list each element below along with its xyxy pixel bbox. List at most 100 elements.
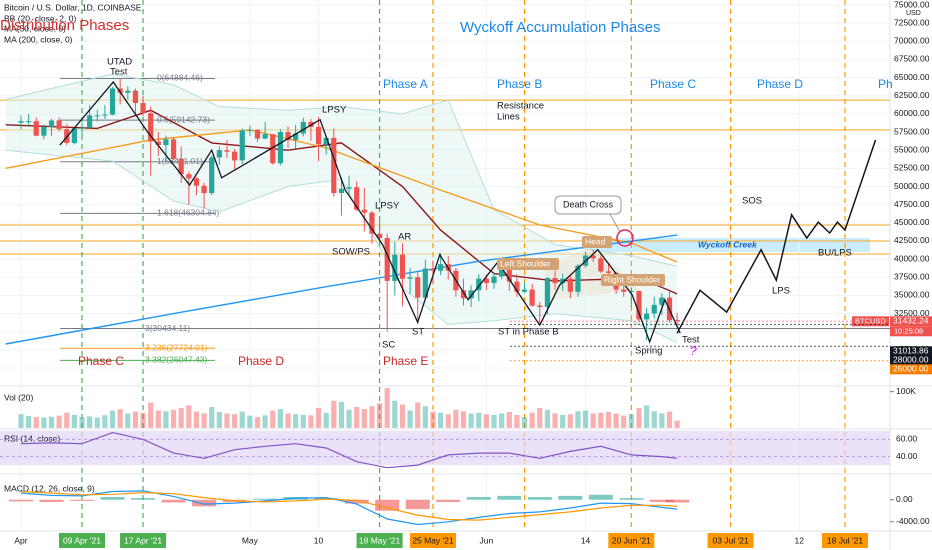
candle-body — [262, 134, 268, 139]
volume-bar — [369, 406, 375, 428]
volume-bar — [582, 410, 589, 428]
volume-bar — [178, 408, 184, 428]
candle-body — [254, 129, 261, 139]
date-tag — [120, 533, 167, 548]
y-tick-label: 42500.00 — [894, 235, 930, 245]
candle-body — [628, 291, 634, 293]
volume-bar — [422, 406, 428, 428]
candle-body — [537, 305, 543, 308]
macd-histogram — [39, 499, 64, 502]
date-tag-label: 09 Apr '21 — [63, 535, 101, 545]
candle-body — [483, 278, 489, 284]
macd-histogram — [466, 497, 491, 500]
volume-bar — [132, 411, 139, 428]
y-tick-label: 57500.00 — [894, 126, 930, 136]
candle-body — [521, 289, 528, 292]
candle-body — [247, 129, 253, 131]
candle-body — [155, 141, 161, 146]
candle-body — [392, 254, 398, 281]
volume-bar — [521, 417, 528, 428]
volume-bar — [18, 414, 24, 428]
y-tick-label: 72500.00 — [894, 17, 930, 27]
volume-bar — [613, 413, 619, 428]
y-tick-label: 37500.00 — [894, 272, 930, 282]
creek-label: Wyckoff Creek — [698, 239, 758, 249]
volume-bar — [651, 411, 657, 428]
price-tag-label: 31432.24 — [893, 316, 929, 326]
price-tag-label: 26000.00 — [893, 364, 929, 374]
date-tag-label: 17 Apr '21 — [124, 535, 162, 545]
callout-pointer — [609, 213, 621, 233]
macd-histogram — [344, 499, 369, 504]
y-tick-label: 45000.00 — [894, 217, 930, 227]
volume-bar — [376, 403, 383, 428]
event-label: ST in Phase B — [498, 327, 559, 338]
phase-label: Phase C — [78, 354, 124, 368]
candle-body — [293, 133, 299, 141]
event-label: AR — [398, 232, 411, 243]
volume-bar — [529, 412, 535, 428]
volume-bar — [140, 412, 146, 428]
volume-bar — [94, 417, 100, 428]
macd-histogram — [100, 497, 125, 500]
phase-label: Phase D — [757, 77, 803, 91]
volume-bar — [636, 408, 642, 428]
candle-body — [315, 126, 322, 145]
candle-body — [399, 254, 406, 279]
volume-bar — [117, 409, 123, 428]
volume-bar — [476, 412, 482, 428]
volume-bar — [605, 412, 612, 428]
candle-body — [102, 114, 108, 116]
candle-body — [323, 137, 329, 145]
candle-body — [87, 115, 93, 128]
symbol-tag — [852, 316, 889, 327]
phase-label: Ph — [878, 77, 893, 91]
candle-body — [468, 290, 474, 299]
question-mark: ? — [690, 344, 697, 358]
volume-bar — [186, 405, 192, 428]
candle-body — [71, 128, 77, 143]
pattern-tag — [582, 236, 612, 248]
candle-body — [209, 157, 215, 194]
candle-body — [239, 130, 245, 161]
volume-bar — [254, 417, 261, 428]
candle-body — [48, 120, 55, 127]
y-tick-label: 60000.00 — [894, 108, 930, 118]
volume-bar — [201, 413, 207, 428]
y-tick-label: 75000.00 — [894, 0, 930, 9]
volume-bar — [483, 414, 489, 428]
date-tag-label: 20 Jun '21 — [612, 535, 651, 545]
candle-body — [186, 174, 192, 179]
volume-bar — [621, 415, 627, 428]
candle-body — [277, 132, 283, 164]
event-label: Test — [110, 67, 128, 78]
volume-bar — [567, 414, 573, 428]
candle-body — [125, 90, 131, 93]
event-label: LPS — [772, 286, 790, 297]
fib-label: 0.5(59142.73) — [157, 114, 210, 124]
legend-text: Bitcoin / U.S. Dollar, 1D, COINBASE — [4, 2, 142, 12]
candle-body — [33, 121, 39, 136]
date-tag — [59, 533, 106, 548]
candle-body — [193, 178, 200, 186]
y-tick-label: 0.00 — [896, 494, 913, 504]
volume-bar — [392, 400, 398, 428]
price-tag — [890, 355, 932, 366]
event-label: Test — [682, 335, 700, 346]
phase-label: Phase C — [650, 77, 696, 91]
event-label: SOW/PS — [332, 247, 370, 258]
candle-body — [422, 268, 428, 298]
legend-text: MA(50, close, 0) — [4, 23, 66, 33]
phase-label: Phase E — [383, 354, 428, 368]
y-tick-label: 60.00 — [896, 434, 918, 444]
volume-bar — [674, 420, 680, 428]
chart-title: Distribution Phases — [0, 17, 129, 34]
cross-marker — [616, 229, 634, 247]
legend-text: MA (200, close, 0) — [4, 34, 73, 44]
volume-bar — [247, 415, 253, 428]
legend-text: BB (20, close, 2, 0) — [4, 13, 76, 23]
candle-body — [544, 277, 551, 308]
phase-label: Phase D — [238, 354, 284, 368]
macd-histogram — [558, 495, 583, 500]
macd-histogram — [527, 497, 552, 500]
